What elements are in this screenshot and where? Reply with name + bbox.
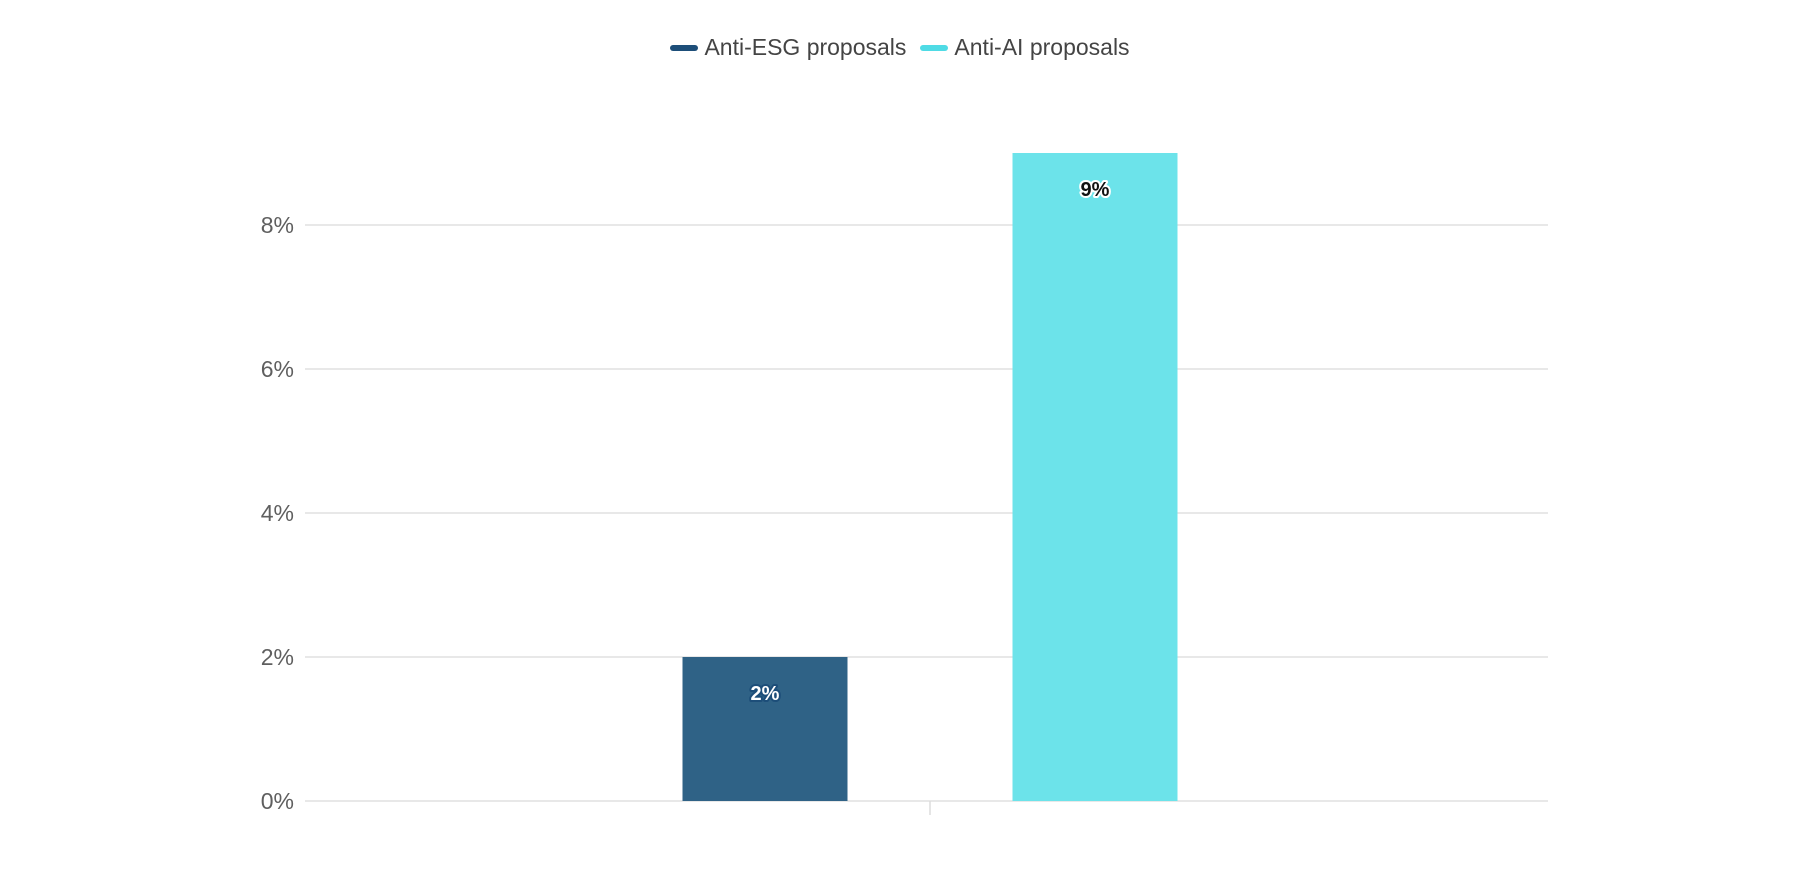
legend-label-anti-ai: Anti-AI proposals: [954, 34, 1130, 60]
y-tick-label-2: 4%: [261, 500, 294, 526]
data-label-0: 2%: [751, 683, 780, 705]
legend-item-anti-ai[interactable]: Anti-AI proposals: [920, 34, 1130, 61]
legend-item-anti-esg[interactable]: Anti-ESG proposals: [670, 34, 906, 61]
data-label-1: 9%: [1081, 179, 1110, 201]
y-tick-label-1: 2%: [261, 644, 294, 670]
bar-anti-ai-proposals: [1012, 153, 1178, 801]
legend-swatch-anti-esg: [670, 44, 699, 51]
bar-anti-esg-proposals: [682, 657, 848, 801]
legend: Anti-ESG proposals Anti-AI proposals: [0, 34, 1800, 61]
y-tick-label-0: 0%: [261, 788, 294, 814]
legend-swatch-anti-ai: [920, 44, 949, 51]
y-tick-label-4: 8%: [261, 212, 294, 238]
legend-label-anti-esg: Anti-ESG proposals: [704, 34, 907, 60]
y-tick-label-3: 6%: [261, 356, 294, 382]
